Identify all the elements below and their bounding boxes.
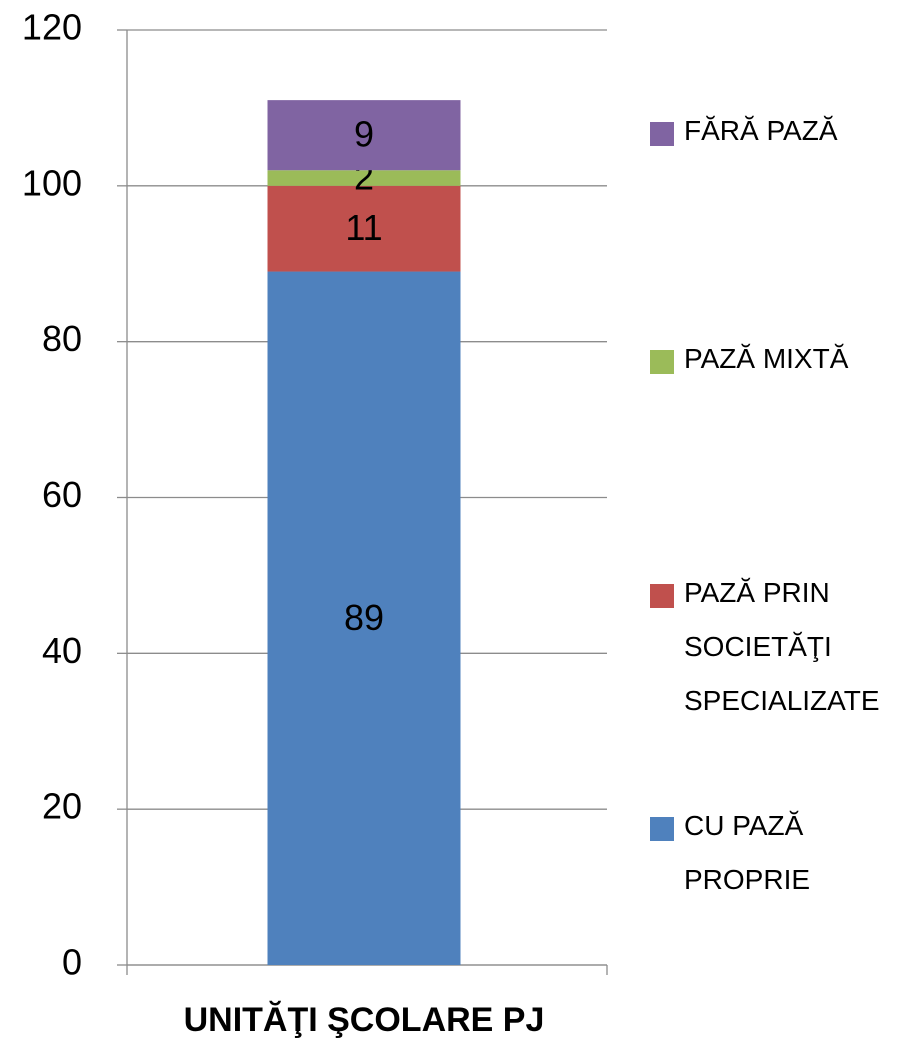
data-label: 11	[345, 207, 382, 248]
bar-segment	[267, 100, 461, 171]
data-label: 9	[354, 114, 374, 155]
x-tick-label: UNITĂŢI ŞCOLARE PJ	[184, 1001, 545, 1039]
legend-label: PAZĂ PRIN SOCIETĂŢI SPECIALIZATE	[684, 577, 880, 716]
y-tick-label: 100	[22, 162, 82, 203]
legend-item: PAZĂ MIXTĂ	[650, 343, 920, 386]
legend-swatch	[650, 584, 674, 608]
y-tick-label: 40	[42, 630, 82, 671]
y-tick-label: 80	[42, 318, 82, 359]
y-tick-label: 60	[42, 474, 82, 515]
legend-item: CU PAZĂ PROPRIE	[650, 810, 920, 907]
legend-swatch	[650, 350, 674, 374]
bar-segment	[267, 271, 461, 966]
y-tick-label: 20	[42, 786, 82, 827]
bar-segment	[267, 170, 461, 186]
legend-swatch	[650, 122, 674, 146]
data-label: 89	[344, 597, 384, 638]
legend-label: PAZĂ MIXTĂ	[684, 343, 849, 374]
y-tick-label: 0	[62, 942, 82, 983]
legend-item: FĂRĂ PAZĂ	[650, 115, 920, 158]
bar-segment	[267, 185, 461, 272]
legend-label: CU PAZĂ PROPRIE	[684, 810, 811, 895]
y-tick-label: 120	[22, 7, 82, 48]
legend-label: FĂRĂ PAZĂ	[684, 115, 838, 146]
legend-item: PAZĂ PRIN SOCIETĂŢI SPECIALIZATE	[650, 577, 920, 728]
legend-swatch	[650, 817, 674, 841]
